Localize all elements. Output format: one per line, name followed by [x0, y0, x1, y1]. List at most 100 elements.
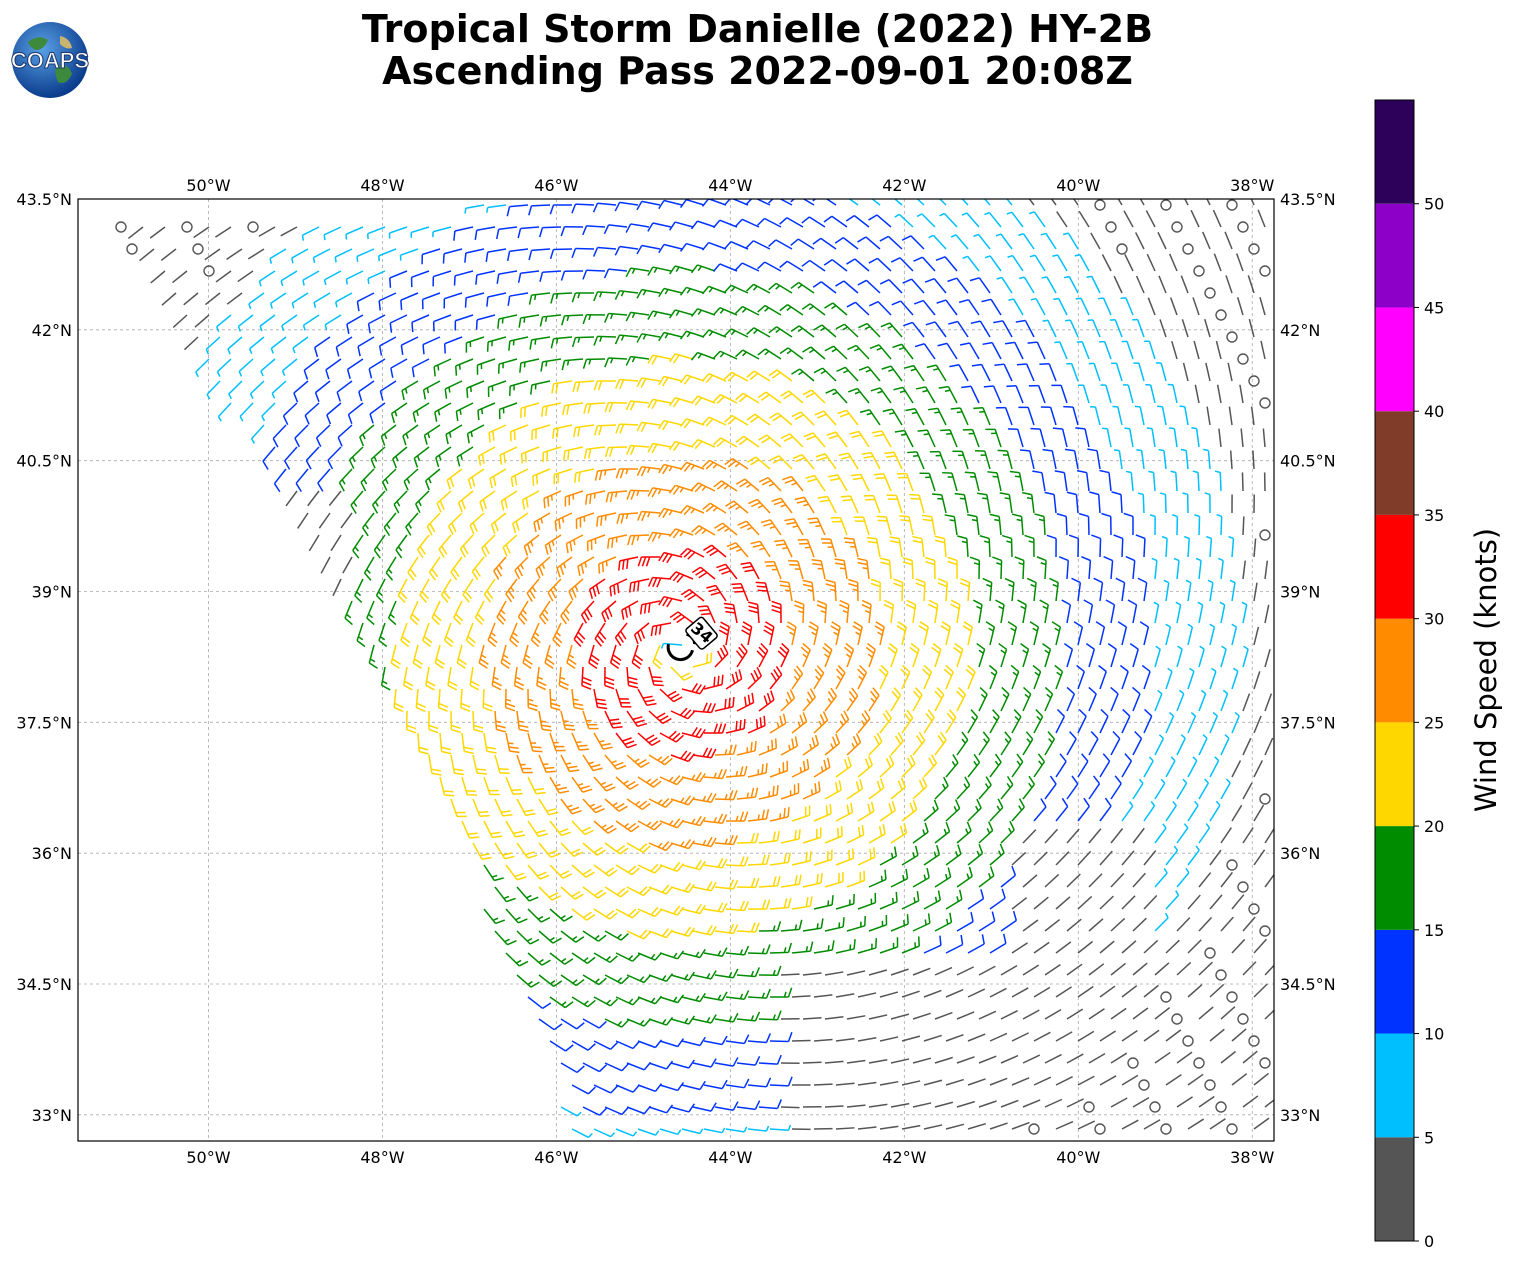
logo-text: COAPS — [11, 48, 89, 73]
wind-barb — [919, 472, 936, 492]
wind-barb — [487, 622, 498, 648]
wind-barb — [528, 248, 551, 261]
wind-barb — [758, 434, 782, 448]
wind-barb — [774, 539, 793, 558]
wind-barb — [262, 446, 276, 470]
wind-barb — [658, 287, 683, 298]
wind-barb — [625, 267, 650, 278]
wind-barb — [326, 402, 342, 425]
wind-barb — [478, 446, 496, 466]
wind-barb — [444, 380, 463, 399]
wind-barb — [337, 424, 353, 447]
wind-barb — [764, 560, 782, 580]
wind-barb — [1027, 341, 1046, 360]
wind-barb — [1063, 275, 1079, 294]
wind-barb — [1228, 406, 1233, 426]
wind-barb — [301, 226, 320, 241]
wind-barb — [1155, 362, 1167, 382]
wind-barb — [352, 534, 364, 559]
wind-barb — [410, 270, 430, 288]
colorbar-tick-label: 20 — [1424, 817, 1444, 836]
wind-barb — [907, 451, 925, 470]
wind-barb — [1206, 199, 1211, 206]
wind-barb — [520, 402, 540, 419]
wind-barb — [571, 203, 595, 214]
wind-barb — [1087, 448, 1101, 470]
wind-barb — [314, 380, 331, 403]
wind-barb — [248, 336, 265, 355]
wind-barb — [489, 468, 507, 489]
wind-barb — [1264, 560, 1269, 580]
wind-barb — [292, 336, 309, 354]
wind-barb — [571, 247, 595, 258]
wind-barb — [879, 557, 892, 580]
wind-barb — [814, 410, 837, 426]
wind-barb — [565, 534, 584, 554]
wind-barb — [161, 292, 177, 306]
wind-barb — [389, 314, 408, 333]
wind-barb — [1018, 233, 1035, 250]
wind-barb — [1216, 514, 1223, 536]
wind-barb — [572, 380, 595, 393]
wind-barb — [421, 292, 441, 310]
wind-barb — [1172, 514, 1179, 536]
wind-barb — [940, 429, 958, 448]
wind-barb — [1225, 275, 1233, 294]
wind-barb — [1125, 470, 1134, 492]
wind-barb — [1170, 470, 1178, 492]
wind-barb — [1046, 534, 1057, 558]
wind-barb — [582, 313, 606, 325]
wind-barb — [609, 578, 628, 597]
wind-barb — [745, 240, 771, 250]
wind-barb — [551, 380, 573, 394]
wind-barb — [500, 490, 518, 511]
wind-barb — [345, 270, 364, 285]
wind-barb — [280, 226, 298, 237]
wind-barb — [823, 215, 848, 228]
wind-barb — [614, 245, 639, 256]
wind-barb — [342, 556, 353, 574]
wind-barb — [226, 248, 243, 260]
wind-barb — [1008, 298, 1024, 316]
wind-barb — [1237, 353, 1249, 365]
wind-barb — [858, 365, 881, 382]
wind-barb — [734, 218, 760, 228]
wind-barb — [531, 424, 551, 441]
wind-barb — [443, 336, 463, 354]
wind-barb — [593, 291, 617, 302]
colorbar-tick-label: 5 — [1424, 1128, 1434, 1147]
wind-barb — [421, 248, 441, 265]
wind-barb — [668, 440, 694, 452]
wind-barb — [973, 233, 991, 250]
wind-barb — [947, 556, 958, 580]
wind-barb — [636, 377, 661, 388]
wind-barb — [880, 322, 903, 338]
wind-barb — [387, 600, 397, 626]
wind-barb — [746, 413, 771, 426]
wind-barb — [1167, 383, 1178, 404]
wind-barb — [474, 226, 496, 240]
colorbar-tick-label: 35 — [1424, 506, 1444, 525]
wind-barb — [701, 241, 727, 251]
wind-barb — [961, 199, 969, 206]
wind-barb — [1182, 362, 1189, 382]
wind-barb — [791, 368, 815, 382]
wind-barb — [483, 578, 496, 603]
wind-barb — [313, 336, 331, 358]
wind-barb — [488, 424, 507, 443]
wind-barb — [517, 270, 540, 283]
wind-barb — [323, 270, 342, 286]
colorbar-bin — [1375, 203, 1414, 308]
wind-barb — [1227, 362, 1233, 382]
wind-barb — [1052, 427, 1068, 448]
wind-barb — [1259, 265, 1271, 277]
wind-barb — [912, 535, 925, 558]
wind-barb — [1250, 199, 1255, 206]
wind-barb — [983, 385, 1002, 404]
wind-barb — [497, 314, 518, 329]
wind-barb — [647, 354, 672, 365]
wind-barb — [1134, 232, 1145, 250]
wind-barb — [370, 446, 386, 469]
wind-barb — [959, 577, 971, 602]
wind-barb — [547, 578, 562, 602]
